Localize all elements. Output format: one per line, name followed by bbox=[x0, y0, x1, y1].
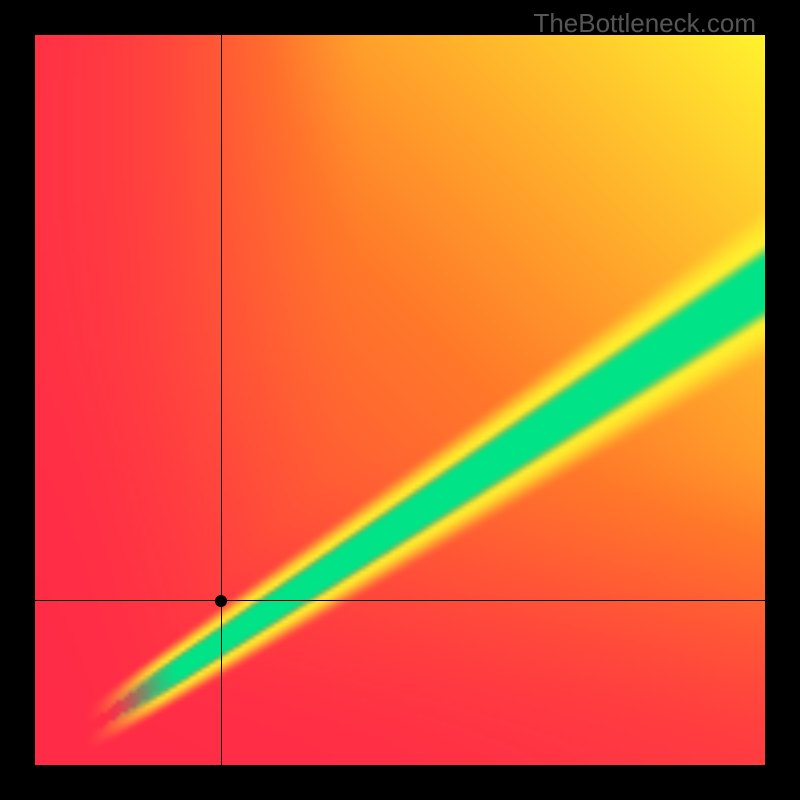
crosshair-vertical bbox=[221, 35, 222, 765]
watermark-text: TheBottleneck.com bbox=[533, 8, 756, 39]
crosshair-horizontal bbox=[35, 600, 765, 601]
heatmap-canvas bbox=[35, 35, 765, 765]
heatmap-plot-area bbox=[35, 35, 765, 765]
crosshair-marker bbox=[215, 595, 227, 607]
chart-container: TheBottleneck.com bbox=[0, 0, 800, 800]
